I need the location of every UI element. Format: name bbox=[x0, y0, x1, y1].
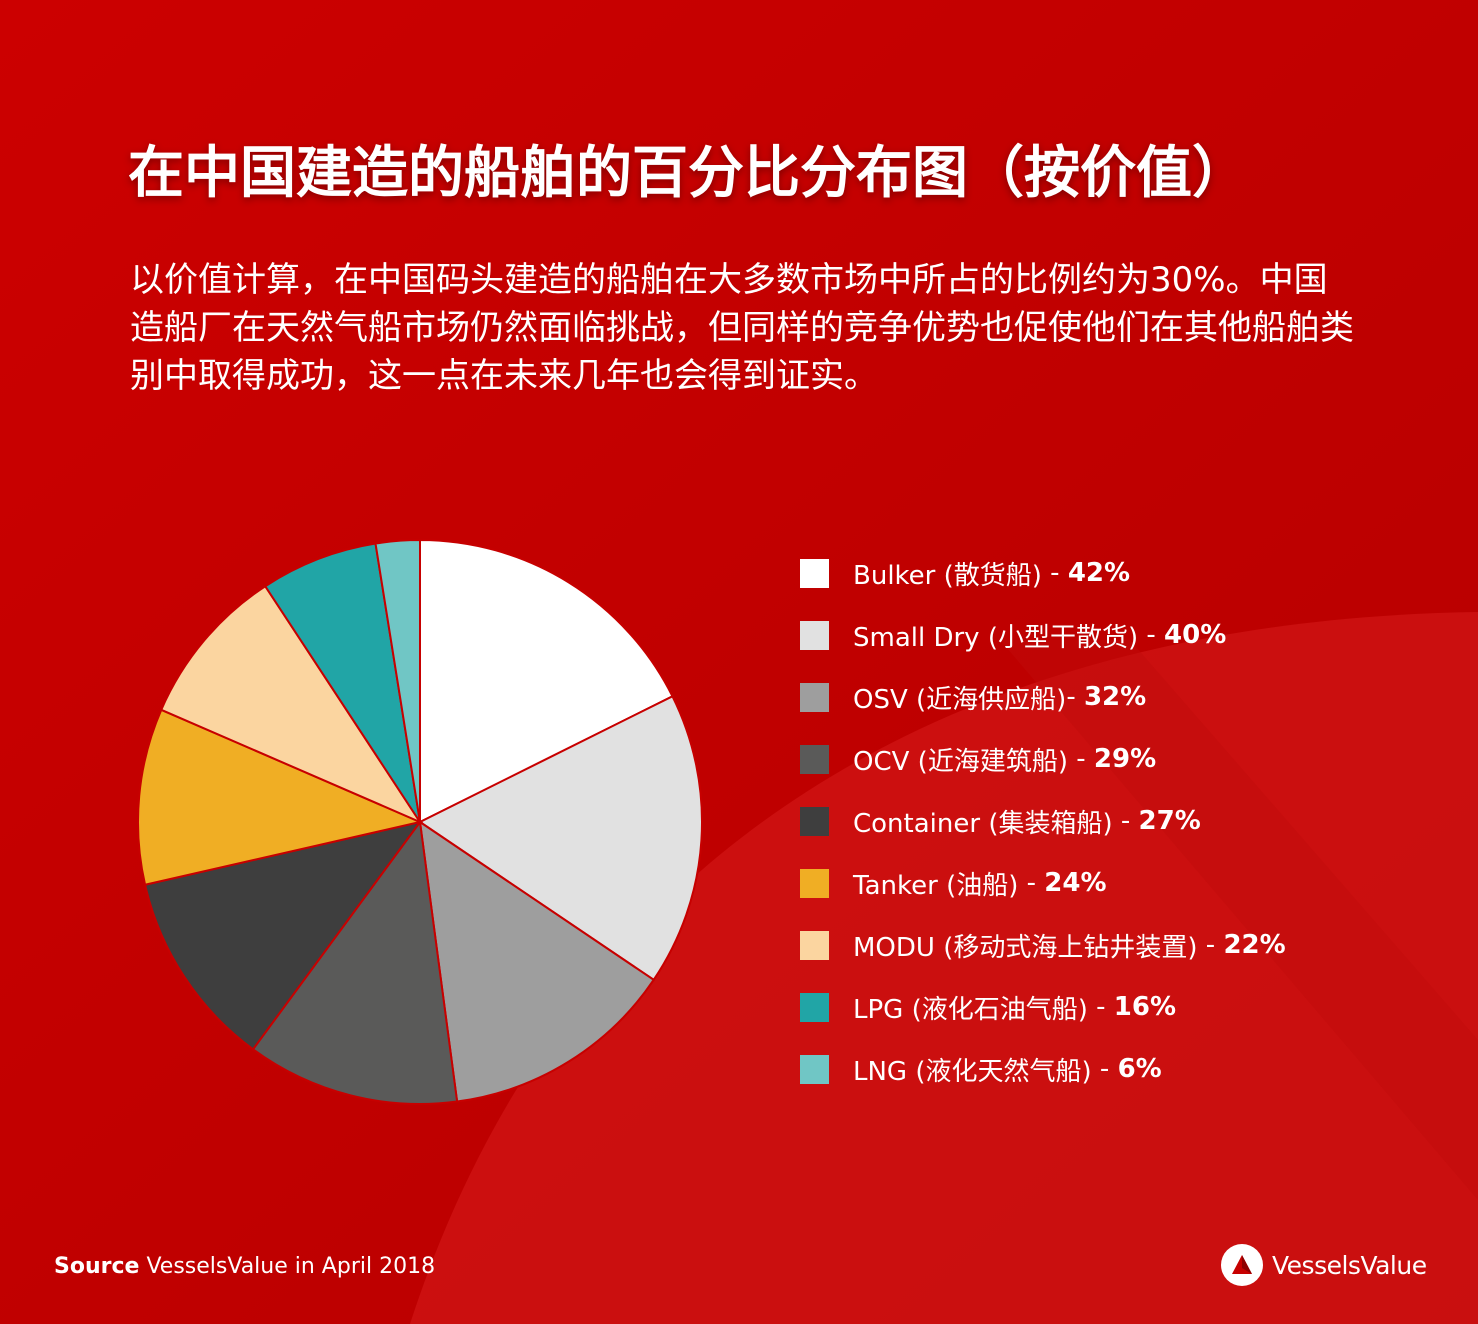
legend-label: OSV (近海供应船) bbox=[853, 684, 1067, 715]
legend-swatch bbox=[800, 930, 829, 960]
legend-item: OSV (近海供应船) - 32% bbox=[800, 666, 1286, 728]
legend-value: 6% bbox=[1117, 1054, 1162, 1084]
chart-legend: Bulker (散货船) - 42% Small Dry (小型干散货) - 40… bbox=[800, 542, 1286, 1100]
legend-swatch bbox=[800, 992, 829, 1022]
legend-separator: - bbox=[1091, 1054, 1118, 1084]
pie-slice-7 bbox=[159, 584, 423, 825]
source-label: Source bbox=[54, 1254, 140, 1279]
pie-slice-1 bbox=[419, 538, 674, 824]
legend-label: Tanker (油船) bbox=[853, 870, 1019, 901]
vesselsvalue-logo-icon bbox=[1221, 1244, 1263, 1286]
legend-value: 27% bbox=[1138, 806, 1201, 836]
legend-separator: - bbox=[1197, 930, 1224, 960]
legend-separator: - bbox=[1087, 992, 1114, 1022]
legend-item: Small Dry (小型干散货) - 40% bbox=[800, 604, 1286, 666]
background-decorative-curve bbox=[410, 612, 1478, 1324]
legend-item: Tanker (油船) - 24% bbox=[800, 852, 1286, 914]
legend-separator: - bbox=[1018, 868, 1045, 898]
legend-label: Bulker (散货船) bbox=[853, 560, 1042, 591]
legend-swatch bbox=[800, 744, 829, 774]
legend-swatch bbox=[800, 620, 829, 650]
legend-value: 16% bbox=[1113, 992, 1177, 1022]
source-note: Source VesselsValue in April 2018 bbox=[54, 1254, 435, 1279]
legend-value: 32% bbox=[1083, 682, 1147, 712]
pie-slice-8 bbox=[263, 542, 421, 823]
legend-item: LPG (液化石油气船) - 16% bbox=[800, 976, 1286, 1038]
chart-title: 在中国建造的船舶的百分比分布图（按价值） bbox=[128, 141, 1248, 206]
legend-swatch bbox=[800, 868, 829, 898]
source-text: VesselsValue in April 2018 bbox=[146, 1254, 436, 1279]
legend-value: 40% bbox=[1164, 620, 1227, 650]
legend-item: Container (集装箱船) - 27% bbox=[800, 790, 1286, 852]
legend-value: 22% bbox=[1223, 930, 1286, 960]
legend-label: MODU (移动式海上钻井装置) bbox=[853, 932, 1198, 963]
legend-label: LNG (液化天然气船) bbox=[853, 1056, 1092, 1087]
legend-value: 42% bbox=[1067, 558, 1131, 588]
pie-slice-6 bbox=[137, 708, 424, 886]
logo-text: VesselsValue bbox=[1272, 1250, 1427, 1280]
pie-chart bbox=[137, 538, 703, 1105]
legend-label: LPG (液化石油气船) bbox=[853, 994, 1088, 1025]
legend-label: Small Dry (小型干散货) bbox=[853, 622, 1139, 653]
legend-item: LNG (液化天然气船) - 6% bbox=[800, 1038, 1286, 1100]
pie-slice-4 bbox=[251, 819, 459, 1105]
legend-value: 24% bbox=[1044, 868, 1107, 898]
pie-slice-2 bbox=[418, 694, 703, 982]
legend-value: 29% bbox=[1093, 744, 1157, 774]
brand-logo: VesselsValue bbox=[1220, 1243, 1427, 1287]
background-decorative-band bbox=[1000, 640, 1478, 1200]
legend-swatch bbox=[800, 1054, 829, 1084]
legend-item: MODU (移动式海上钻井装置) - 22% bbox=[800, 914, 1286, 976]
pie-slice-9 bbox=[374, 538, 421, 823]
legend-label: Container (集装箱船) bbox=[853, 808, 1113, 839]
legend-item: Bulker (散货船) - 42% bbox=[800, 542, 1286, 604]
legend-separator: - bbox=[1067, 744, 1094, 774]
pie-slice-5 bbox=[143, 820, 423, 1051]
legend-separator: - bbox=[1066, 682, 1084, 712]
legend-swatch bbox=[800, 558, 829, 588]
legend-separator: - bbox=[1138, 620, 1165, 650]
legend-separator: - bbox=[1112, 806, 1139, 836]
legend-separator: - bbox=[1041, 558, 1068, 588]
pie-slice-3 bbox=[418, 819, 656, 1103]
legend-swatch bbox=[800, 806, 829, 836]
legend-swatch bbox=[800, 682, 829, 712]
legend-item: OCV (近海建筑船) - 29% bbox=[800, 728, 1286, 790]
legend-label: OCV (近海建筑船) bbox=[853, 746, 1068, 777]
chart-subtitle: 以价值计算，在中国码头建造的船舶在大多数市场中所占的比例约为30%。中国造船厂在… bbox=[130, 260, 1354, 396]
